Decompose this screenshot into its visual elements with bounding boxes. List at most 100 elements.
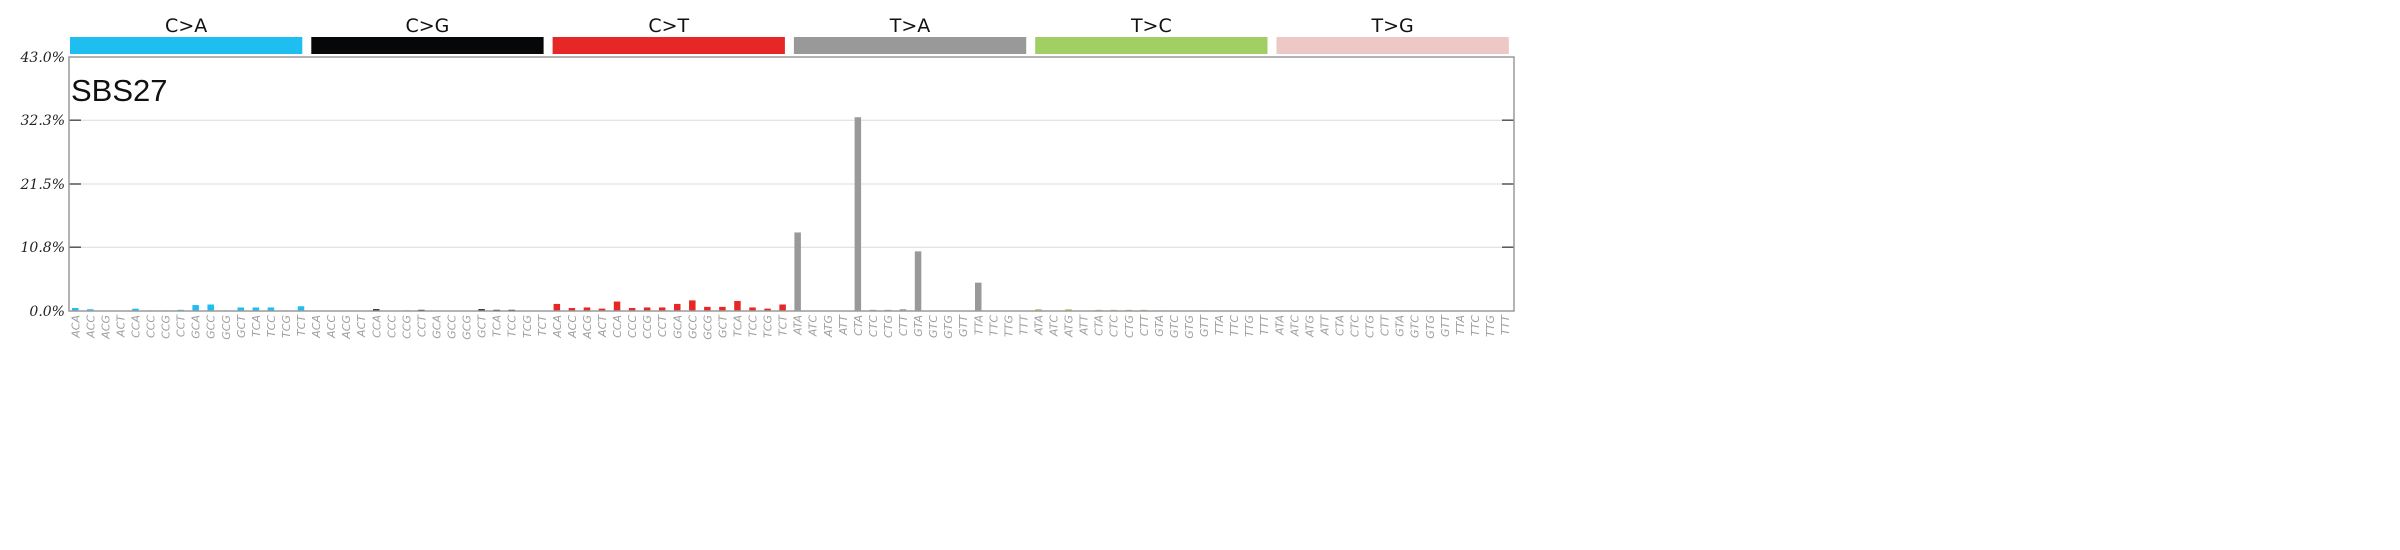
x-tick-label: CTA — [852, 315, 865, 336]
x-tick-label: TTT — [1499, 314, 1512, 335]
x-tick-label: ACT — [355, 314, 368, 338]
x-tick-label: GCA — [190, 315, 203, 339]
group-header-label: C>T — [648, 15, 689, 37]
x-tick-label: ACG — [99, 315, 112, 340]
x-tick-label: CCG — [160, 315, 173, 339]
x-tick-label: GTT — [957, 314, 970, 337]
x-tick-label: ATT — [1078, 314, 1091, 336]
bars — [72, 117, 1433, 311]
x-tick-label: ACA — [69, 315, 82, 339]
x-tick-label: GCC — [686, 315, 699, 339]
x-tick-label: TTA — [972, 315, 985, 335]
x-tick-label: GCG — [220, 315, 233, 340]
y-tick-label: 0.0% — [29, 304, 65, 320]
x-tick-label: CCC — [385, 315, 398, 338]
x-tick-label: TCC — [506, 315, 519, 337]
x-tick-label: CCA — [370, 315, 383, 338]
x-tick-label: CCT — [656, 314, 669, 337]
x-tick-label: GTA — [912, 315, 925, 337]
x-tick-label: CTT — [1138, 314, 1151, 336]
x-tick-label: CCC — [626, 315, 639, 338]
x-tick-label: ATA — [1032, 315, 1045, 336]
bar — [297, 306, 305, 311]
x-tick-label: TTG — [1484, 315, 1497, 337]
x-tick-label: TTG — [1243, 315, 1256, 337]
x-tick-label: CCC — [145, 315, 158, 338]
x-tick-label: ATG — [1063, 315, 1076, 338]
x-tick-label: GCG — [701, 315, 714, 340]
group-header-label: C>G — [405, 15, 449, 37]
bar — [794, 232, 801, 311]
x-tick-label: GCT — [476, 314, 489, 338]
x-tick-label: TCG — [521, 315, 534, 338]
x-tick-label: ATC — [1048, 315, 1061, 337]
x-tick-label: TTT — [1258, 314, 1271, 335]
x-tick-label: TCA — [250, 315, 263, 337]
x-tick-label: CTC — [1349, 315, 1362, 337]
plot-frame — [68, 56, 1515, 312]
group-header-bar — [793, 37, 1027, 54]
x-tick-label: TCG — [762, 315, 775, 338]
x-tick-label: CTG — [882, 315, 895, 338]
group-header-label: C>A — [165, 15, 207, 37]
x-tick-label: GCC — [205, 315, 218, 339]
y-axis: 0.0% 10.8% 21.5% 32.3% 43.0% — [20, 50, 65, 320]
x-tick-label: TTA — [1213, 315, 1226, 335]
gridlines — [69, 119, 1514, 248]
x-tick-label: TTA — [1454, 315, 1467, 335]
bar — [583, 307, 591, 311]
bar — [192, 305, 199, 311]
bar — [779, 304, 786, 311]
x-tick-label: GTG — [1183, 315, 1196, 339]
y-tick-label: 43.0% — [20, 50, 65, 66]
y-tick-label: 10.8% — [21, 240, 65, 256]
x-tick-labels: ACA ACC ACG ACT CCA CCC CCG CCT GCA GCC GCG GCT TCA T… — [69, 314, 1512, 340]
x-tick-label: TTC — [987, 315, 1000, 336]
x-tick-label: CTA — [1093, 315, 1106, 336]
x-tick-label: CCG — [641, 315, 654, 339]
x-tick-label: GTC — [927, 315, 940, 338]
bar — [553, 303, 561, 311]
x-tick-label: TTC — [1469, 315, 1482, 336]
x-tick-label: ATG — [822, 315, 835, 338]
x-tick-label: ACC — [325, 315, 338, 339]
chart-title: SBS27 — [71, 73, 168, 108]
x-tick-label: GCA — [671, 315, 684, 339]
x-tick-label: ACG — [581, 315, 594, 340]
x-tick-label: GTT — [1198, 314, 1211, 337]
bar — [734, 300, 741, 311]
x-tick-label: ACA — [551, 315, 564, 339]
x-tick-label: ATA — [1273, 315, 1286, 336]
bar — [598, 308, 606, 311]
x-tick-label: ACA — [310, 315, 323, 339]
sbs27-chart: C>A C>G C>T T>A T>C T>G 0.0% 10.8% 21.5% 32.3% 43… — [20, 15, 1515, 340]
bar — [568, 308, 576, 311]
x-tick-label: CCT — [175, 314, 188, 337]
x-tick-label: CTT — [897, 314, 910, 336]
y-tick-label: 21.5% — [20, 177, 65, 193]
x-tick-label: GTG — [1424, 315, 1437, 339]
x-tick-label: TCC — [265, 315, 278, 337]
bar — [613, 301, 621, 311]
x-tick-label: CCG — [400, 315, 413, 339]
x-tick-label: GCT — [716, 314, 729, 338]
x-tick-label: CTT — [1379, 314, 1392, 336]
bar — [749, 307, 756, 311]
x-tick-label: TTG — [1002, 315, 1015, 337]
bar — [643, 307, 651, 311]
x-tick-label: CCA — [129, 315, 142, 338]
x-tick-label: GCC — [446, 315, 459, 339]
bar — [267, 307, 275, 311]
x-tick-label: ATG — [1303, 315, 1316, 338]
x-tick-label: ATC — [807, 315, 820, 337]
x-tick-label: GCG — [461, 315, 474, 340]
bar — [478, 309, 485, 311]
group-header-label: T>G — [1371, 15, 1414, 37]
bar — [1035, 309, 1042, 311]
x-tick-label: ATA — [792, 315, 805, 336]
bar — [87, 309, 94, 311]
x-tick-label: GCA — [430, 315, 443, 339]
group-header-label: T>C — [1130, 15, 1172, 37]
bar — [237, 307, 245, 311]
x-tick-label: ACG — [340, 315, 353, 340]
